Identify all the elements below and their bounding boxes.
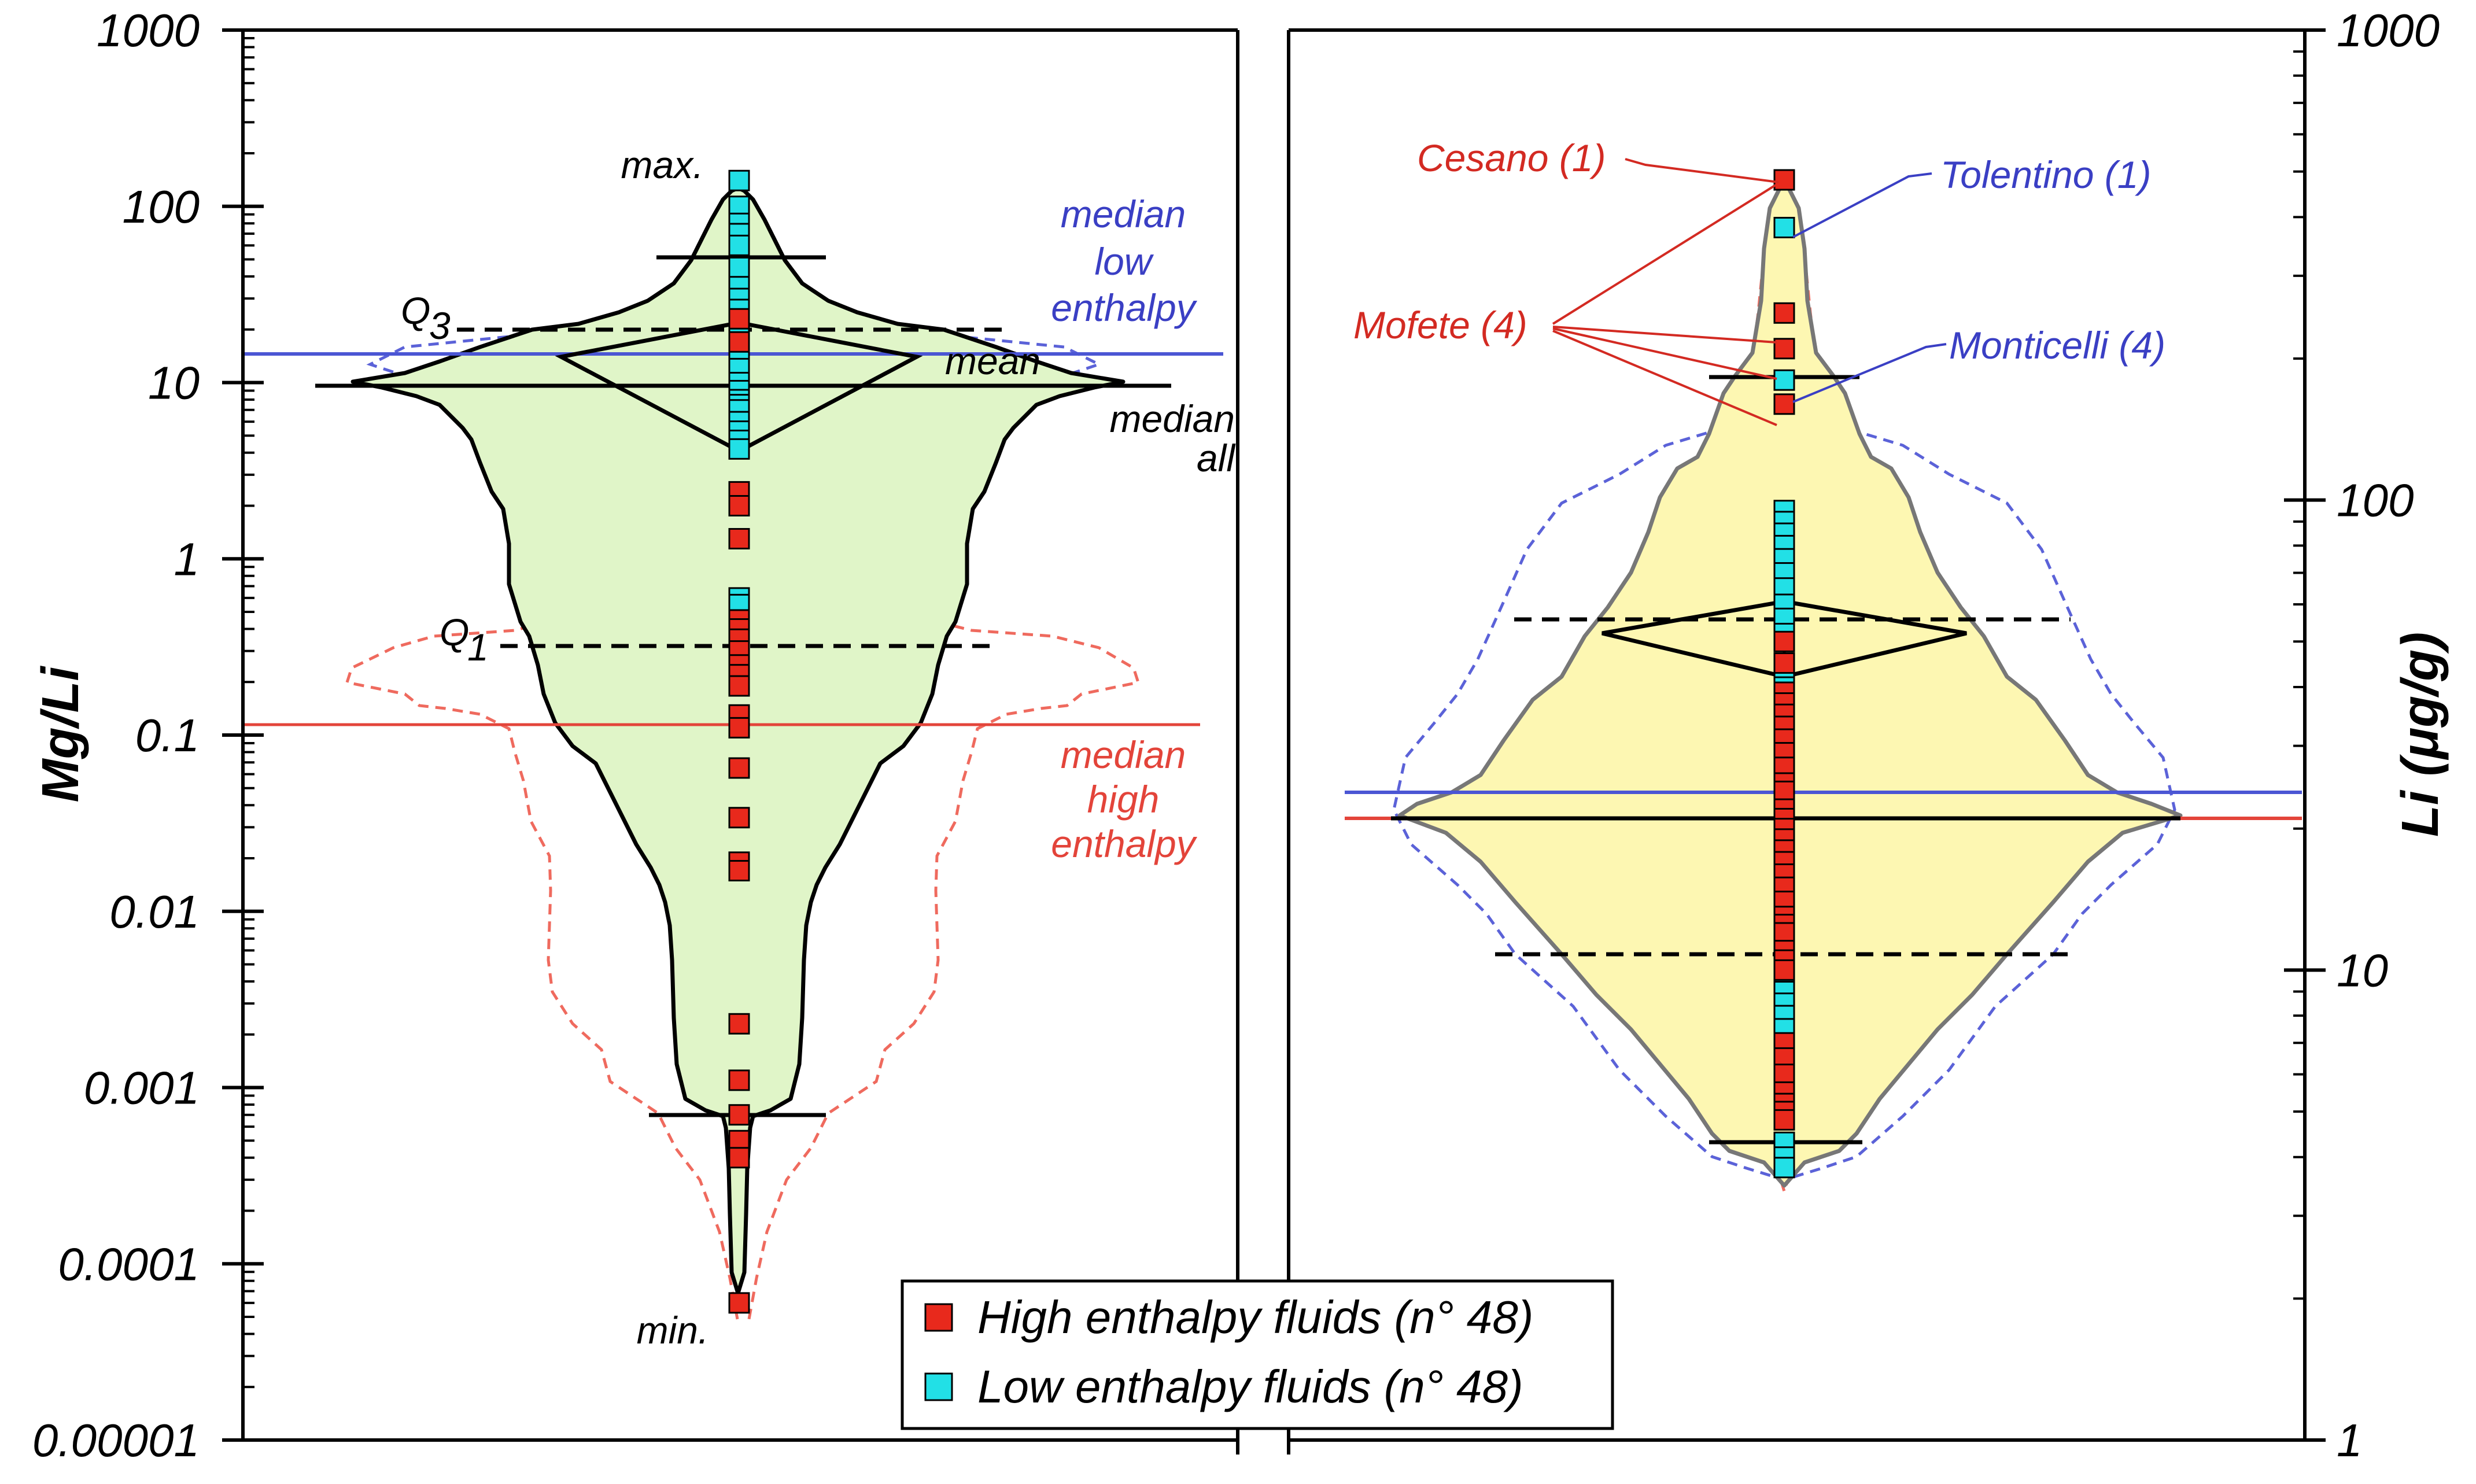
y-tick-label: 1000 <box>2337 5 2440 56</box>
right-callouts <box>1552 158 1947 426</box>
high-enthalpy-point <box>728 807 750 829</box>
high-enthalpy-point <box>728 675 750 697</box>
high-enthalpy-point <box>728 1013 750 1035</box>
mofete-callout-2 <box>1552 326 1777 344</box>
low-enthalpy-point <box>728 256 750 278</box>
high-enthalpy-point <box>1773 922 1795 944</box>
left-panel: max. min. Q 3 Q 1 mean median all median… <box>32 5 1239 1466</box>
y-tick-label: 10 <box>2337 944 2388 996</box>
high-enthalpy-point <box>728 1292 750 1314</box>
high-enthalpy-point <box>728 1147 750 1169</box>
low-enthalpy-point <box>1773 369 1795 391</box>
tolentino-label: Tolentino (1) <box>1940 153 2151 196</box>
y-tick-label: 0.0001 <box>58 1238 200 1290</box>
high-enthalpy-point <box>728 495 750 517</box>
right-y-ticks: 1000 100 10 1 <box>2284 5 2440 1466</box>
monticelli-label: Monticelli (4) <box>1949 324 2165 367</box>
svg-text:median: median <box>1061 193 1186 235</box>
legend-high-swatch <box>924 1303 953 1332</box>
svg-text:enthalpy: enthalpy <box>1051 822 1198 865</box>
right-panel: Cesano (1) Tolentino (1) Mofete (4) Mont… <box>1287 5 2449 1466</box>
mofete-callout-4 <box>1552 330 1777 426</box>
y-tick-label: 1 <box>174 533 200 585</box>
y-tick-label: 10 <box>148 357 200 409</box>
right-data-points <box>1773 169 1795 1179</box>
right-y-axis-title: Li (μg/g) <box>2392 632 2449 837</box>
low-enthalpy-point <box>728 438 750 460</box>
left-y-ticks: 1000 100 10 1 0.1 0.01 0.001 0.0001 0.00001 <box>32 5 264 1466</box>
legend-box <box>901 1279 1614 1430</box>
high-enthalpy-point <box>1773 959 1795 981</box>
high-enthalpy-point <box>1773 169 1795 191</box>
legend-low-label: Low enthalpy fluids (n° 48) <box>977 1361 1523 1412</box>
left-median-low-label: median low enthalpy <box>1051 193 1198 329</box>
y-tick-label: 0.1 <box>135 710 200 761</box>
y-tick-label: 100 <box>2337 475 2414 526</box>
left-q1-label: Q 1 <box>440 611 489 669</box>
left-min-label: min. <box>637 1309 709 1352</box>
mofete-callout-1 <box>1552 184 1777 325</box>
high-enthalpy-point <box>1773 780 1795 802</box>
high-enthalpy-point <box>728 757 750 779</box>
svg-text:low: low <box>1094 240 1154 283</box>
left-median-high-label: median high enthalpy <box>1051 733 1198 865</box>
svg-text:enthalpy: enthalpy <box>1051 286 1198 329</box>
y-tick-label: 0.00001 <box>32 1415 200 1466</box>
mofete-label: Mofete (4) <box>1353 304 1527 346</box>
svg-text:3: 3 <box>429 304 451 347</box>
low-enthalpy-point <box>1773 1157 1795 1179</box>
low-enthalpy-point <box>728 234 750 256</box>
high-enthalpy-point <box>1773 338 1795 360</box>
high-enthalpy-point <box>1773 652 1795 674</box>
left-data-points <box>728 169 750 1314</box>
svg-text:median: median <box>1061 733 1186 776</box>
y-tick-label: 100 <box>123 181 200 232</box>
high-enthalpy-point <box>728 1069 750 1091</box>
y-tick-label: 1 <box>2337 1415 2363 1466</box>
left-max-label: max. <box>621 143 703 186</box>
high-enthalpy-point <box>728 528 750 550</box>
high-enthalpy-point <box>1773 630 1795 652</box>
low-enthalpy-point <box>1773 216 1795 238</box>
y-tick-label: 0.001 <box>84 1062 200 1114</box>
svg-text:median: median <box>1110 397 1235 440</box>
cesano-callout <box>1625 158 1779 183</box>
svg-text:high: high <box>1087 778 1160 821</box>
tolentino-callout <box>1792 172 1932 238</box>
high-enthalpy-point <box>728 860 750 882</box>
left-y-axis-title: Mg/Li <box>32 666 90 803</box>
high-enthalpy-point <box>728 308 750 330</box>
y-tick-label: 0.01 <box>109 886 200 937</box>
legend: High enthalpy fluids (n° 48) Low enthalp… <box>901 1279 1614 1430</box>
high-enthalpy-point <box>728 717 750 739</box>
left-mean-label: mean <box>945 339 1040 382</box>
svg-text:Q: Q <box>401 289 430 332</box>
svg-text:Q: Q <box>440 611 469 654</box>
high-enthalpy-point <box>728 331 750 353</box>
legend-high-label: High enthalpy fluids (n° 48) <box>977 1291 1533 1343</box>
left-median-all-label: median all <box>1110 397 1237 479</box>
low-enthalpy-point <box>728 169 750 191</box>
cesano-label: Cesano (1) <box>1417 136 1606 179</box>
svg-text:1: 1 <box>467 626 489 669</box>
left-q3-label: Q 3 <box>401 289 451 347</box>
high-enthalpy-point <box>1773 393 1795 415</box>
high-enthalpy-point <box>1773 302 1795 324</box>
high-enthalpy-point <box>1773 1109 1795 1131</box>
svg-text:all: all <box>1197 437 1236 479</box>
monticelli-callout <box>1792 343 1947 403</box>
mofete-callout-3 <box>1552 327 1777 380</box>
legend-low-swatch <box>924 1372 953 1401</box>
y-tick-label: 1000 <box>97 5 200 56</box>
high-enthalpy-point <box>1773 1064 1795 1086</box>
high-enthalpy-point <box>728 1104 750 1126</box>
